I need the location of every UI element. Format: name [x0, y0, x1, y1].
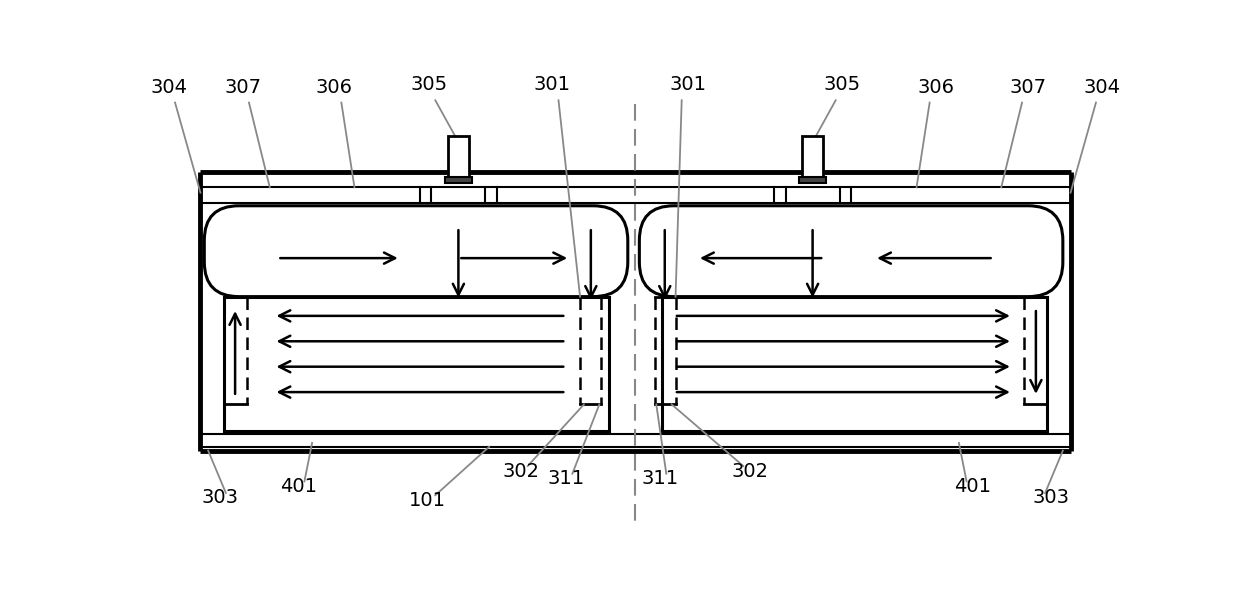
Text: 301: 301 — [533, 75, 570, 94]
Bar — [444, 177, 472, 183]
Text: 401: 401 — [280, 477, 316, 496]
Text: 306: 306 — [918, 78, 955, 97]
Bar — [448, 136, 469, 177]
Bar — [802, 136, 823, 177]
Text: 307: 307 — [1009, 78, 1047, 97]
Text: 311: 311 — [548, 469, 585, 489]
Text: 302: 302 — [502, 462, 539, 481]
Text: 305: 305 — [410, 75, 448, 94]
Text: 101: 101 — [409, 491, 446, 510]
Text: 306: 306 — [315, 78, 352, 97]
Text: 301: 301 — [670, 75, 707, 94]
Text: 302: 302 — [732, 462, 769, 481]
Text: 303: 303 — [201, 488, 238, 507]
Text: 305: 305 — [823, 75, 861, 94]
Text: 304: 304 — [150, 78, 187, 97]
Bar — [799, 177, 826, 183]
Text: 401: 401 — [955, 477, 991, 496]
Text: 303: 303 — [1033, 488, 1070, 507]
Text: 307: 307 — [224, 78, 262, 97]
Text: 304: 304 — [1084, 78, 1121, 97]
Text: 311: 311 — [641, 469, 678, 489]
